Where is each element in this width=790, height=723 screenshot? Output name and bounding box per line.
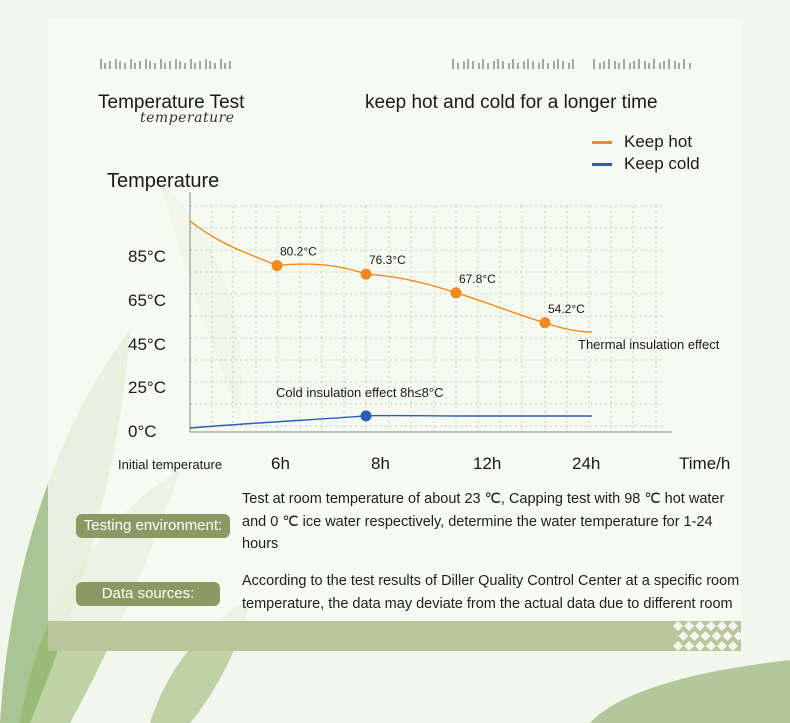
diamond	[684, 621, 694, 631]
legend-item-hot: Keep hot	[592, 131, 700, 153]
diamond	[706, 621, 716, 631]
annotation-cold: Cold insulation effect 8h≤8°C	[276, 385, 443, 400]
diamond	[673, 621, 683, 631]
diamond	[717, 641, 727, 651]
diamond	[673, 641, 683, 651]
y-tick-label: 45°C	[128, 335, 166, 354]
diamond	[695, 621, 705, 631]
diamond	[684, 641, 694, 651]
diamond	[700, 631, 711, 641]
diamond-pattern	[673, 621, 741, 651]
y-tick-label: 25°C	[128, 378, 166, 397]
testing-environment-badge: Testing environment:	[76, 514, 230, 538]
legend-label-hot: Keep hot	[624, 132, 693, 151]
diamond	[733, 631, 741, 641]
legend-swatch-hot	[592, 140, 612, 144]
x-tick-label: 12h	[473, 454, 501, 473]
tick-decoration-mid	[452, 59, 574, 69]
data-sources-badge: Data sources:	[76, 582, 220, 606]
script-subtitle: temperature	[140, 110, 235, 126]
diamond	[717, 621, 727, 631]
x-origin-label: Initial temperature	[118, 457, 222, 472]
y-tick-label: 85°C	[128, 247, 166, 266]
bottom-band	[48, 621, 741, 651]
x-tick-label: 24h	[572, 454, 600, 473]
diamond	[706, 641, 716, 651]
x-tick-label: 8h	[371, 454, 390, 473]
x-axis-title: Time/h	[679, 454, 730, 473]
series-line-keep-hot	[189, 220, 593, 333]
data-point-keep-cold	[360, 410, 372, 422]
data-point-keep-hot	[360, 268, 372, 280]
content-card	[48, 18, 741, 651]
chart-legend: Keep hot Keep cold	[592, 131, 700, 175]
diamond	[728, 621, 738, 631]
tick-decoration-right	[593, 59, 691, 69]
data-label-keep-hot: 80.2°C	[280, 245, 317, 259]
page-title: Temperature Test	[98, 92, 245, 113]
data-point-keep-hot	[271, 260, 283, 272]
legend-swatch-cold	[592, 162, 612, 166]
diamond	[678, 631, 689, 641]
data-point-keep-hot	[450, 287, 462, 299]
tick-decoration-left	[100, 59, 231, 69]
diamond	[711, 631, 722, 641]
legend-item-cold: Keep cold	[592, 153, 700, 175]
x-tick-label: 6h	[271, 454, 290, 473]
series-line-keep-cold	[189, 414, 592, 429]
tagline: keep hot and cold for a longer time	[365, 92, 658, 113]
data-point-keep-hot	[539, 317, 551, 329]
y-tick-label: 65°C	[128, 291, 166, 310]
diamond	[695, 641, 705, 651]
y-tick-label: 0°C	[128, 422, 157, 441]
diamond	[722, 631, 733, 641]
testing-environment-text: Test at room temperature of about 23 ℃, …	[242, 491, 725, 552]
data-sources-text: According to the test results of Diller …	[242, 573, 740, 612]
legend-label-cold: Keep cold	[624, 154, 700, 173]
data-label-keep-hot: 54.2°C	[548, 302, 585, 316]
data-label-keep-hot: 67.8°C	[459, 272, 496, 286]
y-axis-title: Temperature	[107, 170, 220, 192]
diamond	[689, 631, 700, 641]
annotation-thermal: Thermal insulation effect	[578, 337, 720, 352]
diamond	[728, 641, 738, 651]
data-label-keep-hot: 76.3°C	[369, 253, 406, 267]
